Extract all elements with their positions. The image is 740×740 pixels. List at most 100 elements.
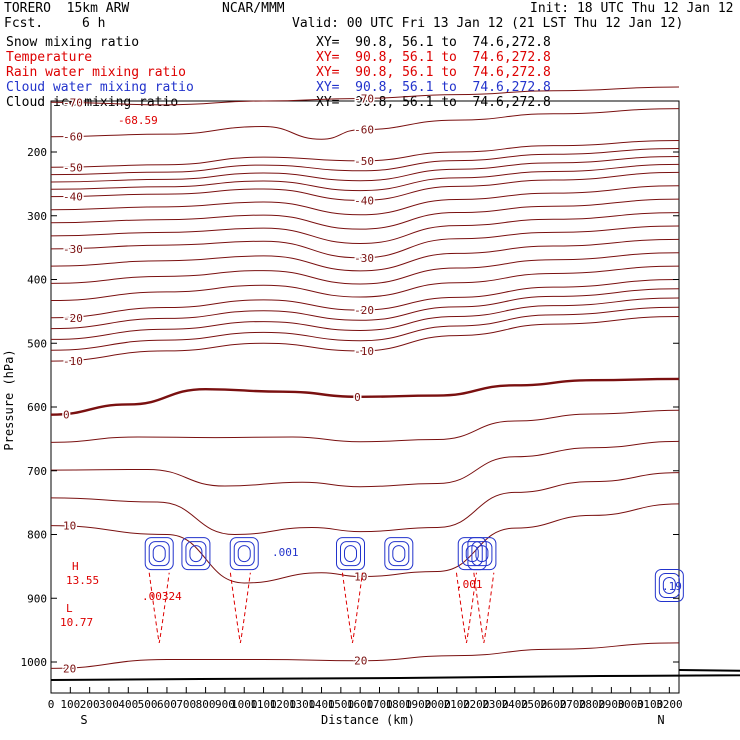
x-tick-label: 1100: [250, 698, 277, 711]
field-snow-xy: XY= 90.8, 56.1 to 74.6,272.8: [316, 35, 551, 50]
isotherm-label-left: -20: [63, 312, 83, 325]
field-snow: Snow mixing ratio: [6, 35, 140, 50]
y-tick-label: 500: [27, 337, 47, 350]
field-temperature: Temperature: [6, 50, 93, 65]
isotherm-line: [50, 642, 680, 669]
chart-annotation: -68.59: [118, 114, 158, 127]
x-tick-label: 2000: [424, 698, 451, 711]
y-tick-label: 700: [27, 465, 47, 478]
cloud-water-contour: [388, 541, 410, 567]
isotherm-label: -60: [354, 124, 374, 137]
x-axis-label: Distance (km): [321, 713, 415, 727]
isotherm-line-minor: [50, 198, 680, 230]
y-axis-label: Pressure (hPa): [2, 349, 16, 450]
chart-annotation: .001: [272, 546, 299, 559]
isotherm-label-left: -40: [63, 191, 83, 204]
cloud-water-contour: [344, 545, 358, 563]
isotherm-label: -40: [354, 194, 374, 207]
south-label: S: [80, 713, 87, 727]
y-tick-label: 900: [27, 592, 47, 605]
cloud-water-contour: [185, 541, 207, 567]
isotherms-group: -70-70-60-60-50-50-40-40-30-30-20-20-10-…: [50, 86, 680, 677]
x-tick-label: 300: [99, 698, 119, 711]
isotherm-label-left: -50: [63, 161, 83, 174]
cloud-water-contour: [658, 573, 680, 598]
x-tick-label: 3000: [617, 698, 644, 711]
cloud-water-contour: [654, 569, 684, 602]
x-tick-label: 1000: [231, 698, 258, 711]
isotherm-label: -10: [354, 345, 374, 358]
field-temperature-xy: XY= 90.8, 56.1 to 74.6,272.8: [316, 50, 551, 65]
valid-time: Valid: 00 UTC Fri 13 Jan 12 (21 LST Thu …: [292, 16, 684, 31]
rain-water-contour: [341, 572, 363, 643]
isotherm-label: -20: [354, 304, 374, 317]
cloud-water-group: [144, 537, 684, 602]
isotherm-label: 0: [354, 391, 361, 404]
chart-annotation: L: [66, 602, 73, 615]
isotherm-line: [50, 315, 680, 362]
cloud-water-contour: [152, 545, 166, 563]
axes-group: 0 100 200 300 400 500 600 700 800 900100011001200…: [21, 146, 683, 711]
x-tick-label: 3200: [656, 698, 683, 711]
x-tick-label: 1300: [289, 698, 316, 711]
chart-annotation: H: [72, 560, 79, 573]
isotherm-line: [50, 377, 680, 416]
cloud-water-contour: [148, 541, 170, 567]
field-cloud-water: Cloud water mixing ratio: [6, 80, 194, 95]
cloud-water-contour: [662, 577, 676, 594]
isotherm-label-left: -70: [63, 96, 83, 109]
isotherm-label: -50: [354, 155, 374, 168]
rain-water-contour: [473, 572, 495, 643]
x-tick-label: 100: [60, 698, 80, 711]
isotherm-line-minor: [50, 288, 680, 330]
init-time: Init: 18 UTC Thu 12 Jan 12: [530, 1, 734, 16]
x-tick-label: 1700: [366, 698, 393, 711]
isotherm-label-left: 0: [63, 409, 70, 422]
isotherm-line: [50, 108, 680, 140]
isotherm-line: [50, 503, 680, 584]
cloud-water-contour: [233, 541, 255, 567]
x-tick-label: 700: [176, 698, 196, 711]
rain-water-group: [148, 572, 495, 643]
x-tick-label: 1200: [270, 698, 297, 711]
cloud-water-contour: [181, 537, 211, 571]
cloud-water-contour: [471, 541, 493, 567]
center-label: NCAR/MMM: [222, 1, 285, 16]
isotherm-label-left: -60: [63, 131, 83, 144]
x-tick-label: 2300: [482, 698, 509, 711]
chart-annotation: .00324: [142, 590, 182, 603]
x-tick-label: 2500: [521, 698, 548, 711]
x-tick-label: 200: [80, 698, 100, 711]
isotherm-line-minor: [50, 297, 680, 340]
fcst-label: Fcst.: [4, 16, 44, 31]
isotherm-line: [50, 225, 680, 259]
x-tick-label: 0: [48, 698, 55, 711]
x-tick-label: 1800: [386, 698, 413, 711]
isotherm-line-minor: [50, 409, 680, 443]
isotherm-line: [50, 86, 680, 106]
model-title: TORERO 15km ARW: [4, 1, 130, 16]
x-tick-label: 1500: [328, 698, 355, 711]
chart-annotation: .19: [662, 580, 682, 593]
y-tick-label: 800: [27, 529, 47, 542]
x-tick-label: 2600: [540, 698, 567, 711]
x-tick-label: 3100: [637, 698, 664, 711]
isotherm-label: -70: [354, 92, 374, 105]
x-tick-label: 600: [157, 698, 177, 711]
chart-annotation: .001: [456, 578, 483, 591]
x-tick-label: 2400: [502, 698, 529, 711]
x-tick-label: 2800: [579, 698, 606, 711]
isotherm-line: [50, 140, 680, 168]
isotherm-line-minor: [50, 440, 680, 488]
isotherm-label-left: 20: [63, 662, 76, 675]
y-tick-label: 600: [27, 401, 47, 414]
isotherm-label: 10: [354, 571, 367, 584]
chart-annotation: 10.77: [60, 616, 93, 629]
cloud-water-contour: [237, 545, 251, 563]
north-label: N: [657, 713, 664, 727]
isotherm-label-left: 10: [63, 520, 76, 533]
isotherm-line-minor: [50, 252, 680, 285]
cloud-water-contour: [392, 545, 406, 563]
y-tick-label: 300: [27, 210, 47, 223]
